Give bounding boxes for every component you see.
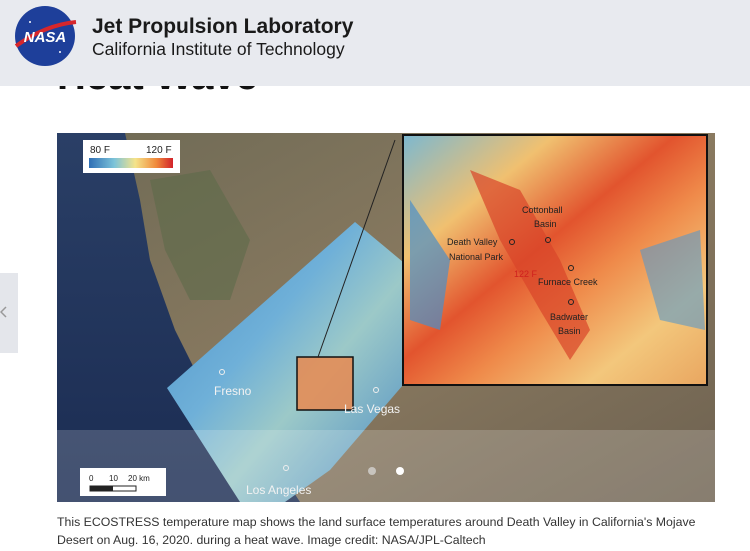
figure-image: Cottonball Basin Death Valley National P… — [57, 133, 715, 502]
scale-label: 0 — [89, 474, 94, 483]
page-graphics: Heat Wave Cottonball Basin Death Valley … — [0, 0, 750, 502]
place-label: Fresno — [214, 384, 252, 398]
ocean — [57, 133, 300, 502]
place-label: Basin — [558, 326, 581, 336]
zoom-line — [317, 139, 396, 358]
zoom-area — [297, 357, 353, 410]
site-title[interactable]: Jet Propulsion Laboratory — [92, 15, 354, 38]
site-subtitle: California Institute of Technology — [92, 39, 345, 59]
place-label: Furnace Creek — [538, 277, 598, 287]
legend-max: 120 F — [146, 145, 172, 156]
zoom-box — [296, 356, 354, 411]
slide-dot[interactable] — [368, 467, 376, 475]
place-dot — [373, 387, 379, 393]
place-dot — [568, 299, 574, 305]
prev-button[interactable] — [0, 273, 18, 353]
hot-zone — [470, 170, 590, 360]
place-label: Los Angeles — [246, 483, 311, 497]
map-labels: Fresno Las Vegas Los Angeles — [214, 369, 400, 497]
place-dot — [283, 465, 289, 471]
scale-label: 10 — [109, 474, 118, 483]
scale-label: 20 km — [128, 474, 150, 483]
cool-zone — [410, 200, 450, 330]
heat-swath — [167, 222, 403, 502]
cool-zone — [640, 230, 705, 330]
place-label: National Park — [449, 252, 504, 262]
place-label: Cottonball — [522, 205, 563, 215]
temp-label: 122 F — [514, 269, 538, 279]
colorbar — [89, 158, 173, 168]
place-label: Basin — [534, 219, 557, 229]
scale-bar-fill — [90, 486, 113, 491]
place-dot — [509, 239, 515, 245]
valley — [150, 170, 250, 300]
caption: This ECOSTRESS temperature map shows the… — [57, 515, 696, 547]
legend-min: 80 F — [90, 145, 110, 156]
prev-arrow — [0, 306, 7, 318]
place-label: Badwater — [550, 312, 588, 322]
logo-star — [59, 51, 61, 53]
place-dot — [219, 369, 225, 375]
logo-text: NASA — [24, 29, 67, 46]
place-dot — [568, 265, 574, 271]
image-fade — [57, 430, 715, 502]
header — [0, 0, 750, 86]
place-label: Death Valley — [447, 237, 498, 247]
logo-star — [29, 21, 31, 23]
place-label: Las Vegas — [344, 402, 400, 416]
place-dot — [545, 237, 551, 243]
logo-swoosh — [14, 20, 77, 48]
slide-dot-active[interactable] — [396, 467, 404, 475]
nasa-logo[interactable]: NASA — [14, 6, 77, 66]
inset-labels: Cottonball Basin Death Valley National P… — [447, 205, 598, 336]
